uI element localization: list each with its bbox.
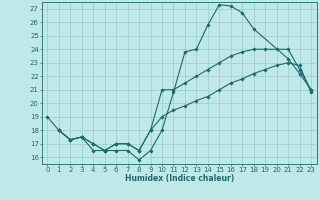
X-axis label: Humidex (Indice chaleur): Humidex (Indice chaleur) bbox=[124, 174, 234, 183]
